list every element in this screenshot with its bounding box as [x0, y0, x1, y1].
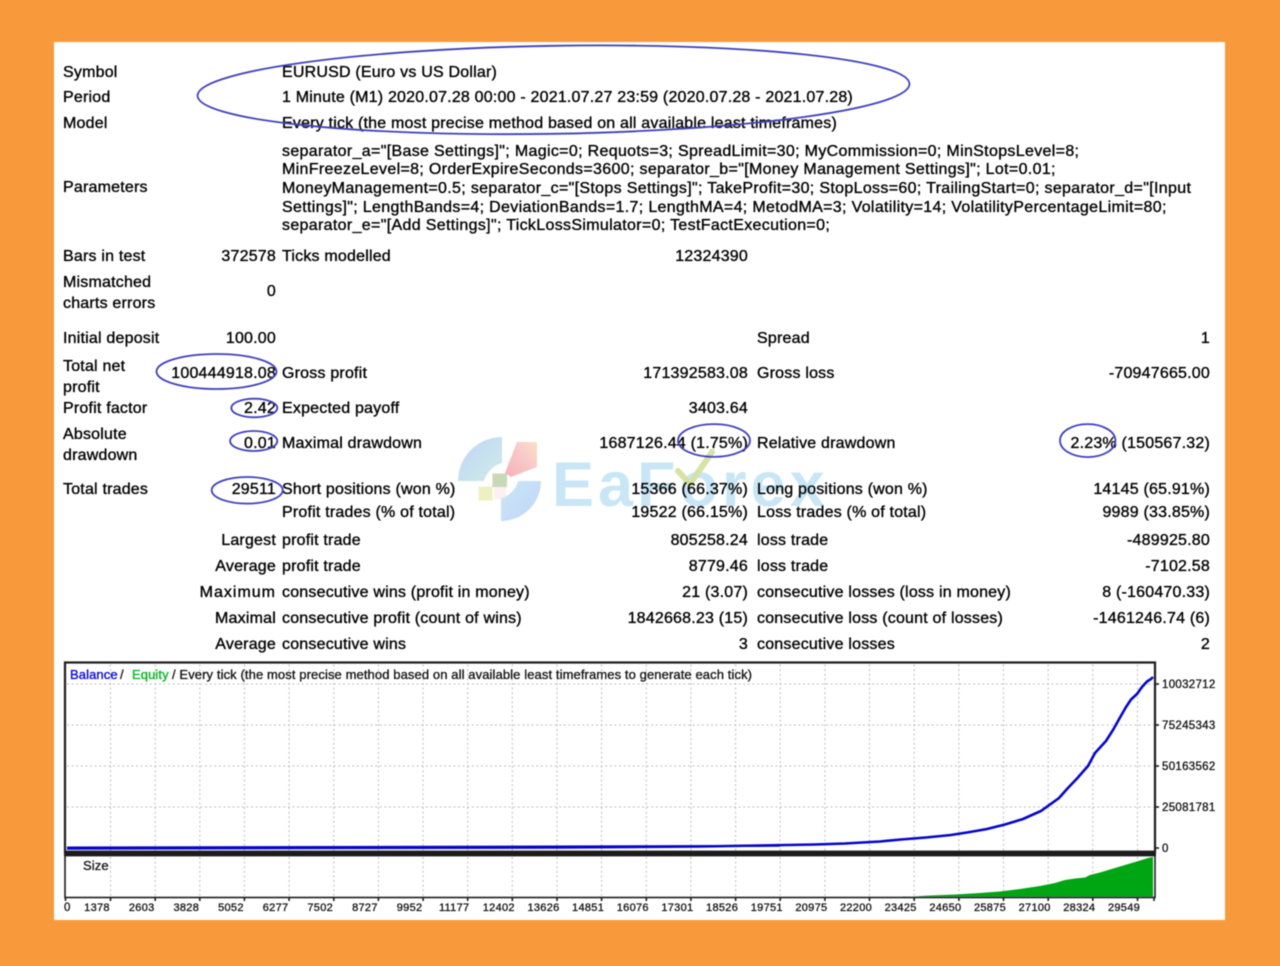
svg-text:11177: 11177 — [439, 902, 469, 914]
svg-text:75245343: 75245343 — [1162, 720, 1216, 732]
svg-text:Equity: Equity — [132, 667, 169, 682]
svg-text:9952: 9952 — [397, 902, 423, 914]
svg-text:7502: 7502 — [307, 902, 333, 914]
svg-text:1378: 1378 — [84, 902, 110, 914]
svg-text:13626: 13626 — [527, 902, 559, 914]
svg-text:20975: 20975 — [795, 902, 827, 914]
svg-text:24650: 24650 — [929, 902, 961, 914]
svg-text:8727: 8727 — [352, 902, 378, 914]
svg-text:18526: 18526 — [706, 902, 738, 914]
svg-text:Size: Size — [83, 858, 109, 873]
svg-text:50163562: 50163562 — [1162, 761, 1216, 773]
svg-text:29549: 29549 — [1108, 902, 1140, 914]
svg-text:Balance: Balance — [70, 667, 118, 682]
svg-text:22200: 22200 — [840, 902, 872, 914]
svg-text:14851: 14851 — [572, 902, 604, 914]
svg-text:0: 0 — [1162, 843, 1169, 855]
svg-text:5052: 5052 — [218, 902, 244, 914]
svg-text:23425: 23425 — [885, 902, 917, 914]
svg-text:16076: 16076 — [617, 902, 649, 914]
svg-text:/: / — [120, 667, 124, 682]
svg-text:28324: 28324 — [1063, 902, 1095, 914]
svg-text:/ Every tick (the most precise: / Every tick (the most precise method ba… — [172, 667, 752, 682]
svg-text:2603: 2603 — [129, 902, 155, 914]
svg-text:25875: 25875 — [974, 902, 1006, 914]
svg-text:17301: 17301 — [661, 902, 693, 914]
svg-text:10032712: 10032712 — [1162, 679, 1216, 691]
svg-text:19751: 19751 — [751, 902, 783, 914]
svg-text:12402: 12402 — [483, 902, 515, 914]
svg-text:0: 0 — [64, 902, 71, 914]
svg-text:6277: 6277 — [263, 902, 289, 914]
svg-text:3828: 3828 — [173, 902, 199, 914]
svg-text:27100: 27100 — [1019, 902, 1051, 914]
svg-text:25081781: 25081781 — [1162, 802, 1216, 814]
